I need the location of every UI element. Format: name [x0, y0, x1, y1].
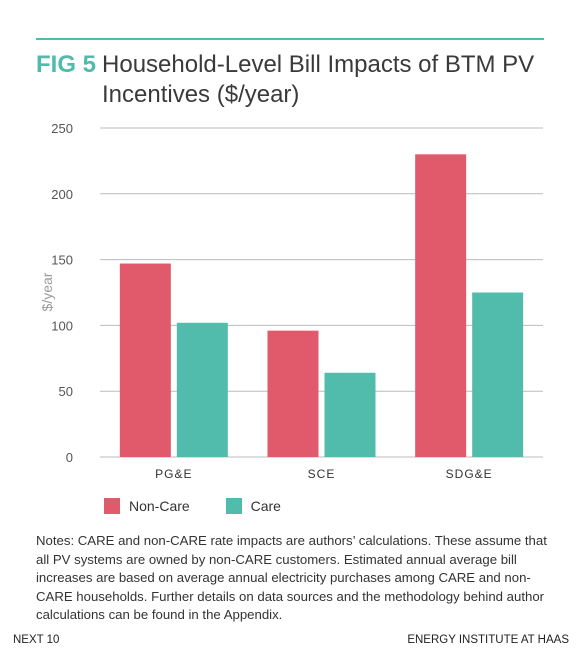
x-tick-label: PG&E: [155, 467, 192, 481]
top-rule: [36, 38, 544, 40]
footer-right: ENERGY INSTITUTE AT HAAS: [407, 634, 569, 646]
bar-chart: 0 50 100 150 200 250 PG&E SCE SDG&E $/year: [39, 121, 543, 481]
y-axis-label: $/year: [39, 272, 55, 311]
bar: [415, 154, 467, 457]
y-tick-label: 150: [51, 253, 73, 268]
bar: [267, 330, 319, 457]
legend-item-care: Care: [225, 498, 281, 514]
y-tick-label: 0: [66, 450, 73, 465]
bar: [176, 322, 228, 457]
x-tick-labels: PG&E SCE SDG&E: [155, 467, 493, 481]
legend-swatch-care: [225, 498, 242, 514]
figure-title: FIG 5 Household-Level Bill Impacts of BTM…: [36, 50, 556, 110]
bar: [472, 292, 524, 457]
y-tick-label: 50: [59, 384, 73, 399]
legend-swatch-non-care: [104, 498, 120, 514]
x-tick-label: SDG&E: [446, 467, 493, 481]
bars: [119, 154, 524, 457]
y-tick-label: 250: [51, 121, 73, 136]
legend: Non-Care Care: [104, 498, 313, 517]
footer-left: NEXT 10: [13, 634, 60, 646]
bar: [119, 263, 171, 457]
legend-item-non-care: Non-Care: [104, 498, 190, 514]
y-tick-label: 200: [51, 187, 73, 202]
y-tick-labels: 0 50 100 150 200 250: [51, 121, 73, 465]
x-tick-label: SCE: [308, 467, 336, 481]
notes-text: Notes: CARE and non-CARE rate impacts ar…: [36, 533, 547, 623]
legend-label-non-care: Non-Care: [129, 498, 190, 514]
title-line-2: Incentives ($/year): [102, 81, 300, 108]
title-line-1: Household-Level Bill Impacts of BTM PV: [102, 51, 535, 78]
y-tick-label: 100: [51, 318, 73, 333]
figure-label: FIG 5: [36, 51, 97, 78]
gridlines: [100, 127, 543, 458]
legend-label-care: Care: [250, 498, 281, 514]
bar: [324, 372, 376, 457]
